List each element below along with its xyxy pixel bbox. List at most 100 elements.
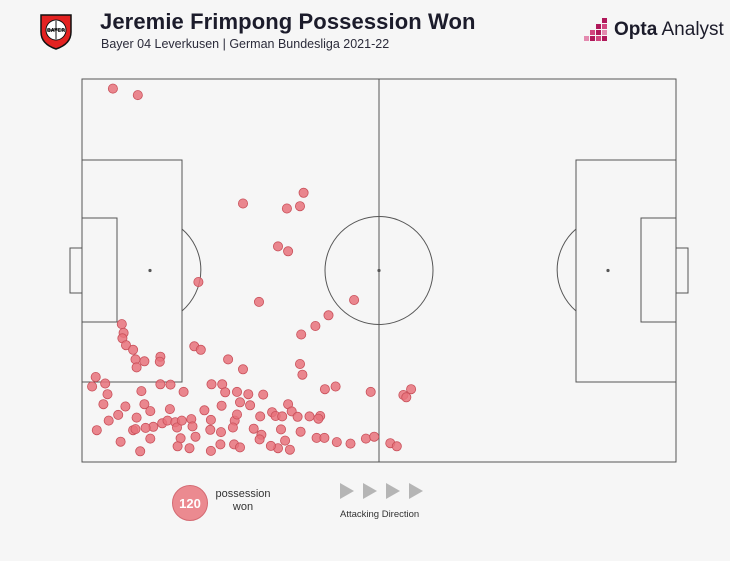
possession-won-point [154,356,165,367]
possession-won-point [406,384,417,395]
possession-won-point [102,389,113,400]
possession-won-point [294,358,305,369]
club-logo: BAYER [40,14,72,50]
possession-won-point [296,329,307,340]
legend-count-badge: 120 [172,485,208,521]
possession-won-point [216,400,227,411]
possession-won-point [313,413,324,424]
possession-won-point [255,411,266,422]
possession-won-point [360,433,371,444]
possession-won-point [345,438,356,449]
right-penalty-area [575,159,677,383]
possession-won-point [231,409,242,420]
possession-won-point [145,433,156,444]
possession-won-point [115,436,126,447]
possession-won-point [295,426,306,437]
possession-won-point [215,439,226,450]
possession-won-point [128,344,139,355]
possession-won-point [298,187,309,198]
left-penalty-spot [148,268,152,273]
possession-won-point [253,296,264,307]
chart-title: Jeremie Frimpong Possession Won [100,9,476,34]
possession-won-point [130,424,141,435]
possession-won-point [131,362,142,373]
right-penalty-spot [606,268,610,273]
possession-won-point [284,444,295,455]
possession-won-point [319,384,330,395]
opta-mark-icon [584,18,607,41]
brand-name-light: Analyst [657,19,724,40]
possession-won-point [227,422,238,433]
brand-name-bold: Opta [614,19,658,40]
possession-won-point [206,379,217,390]
possession-won-point [281,203,292,214]
possession-won-point [369,431,380,442]
centre-spot [377,268,381,273]
possession-won-point [91,425,102,436]
possession-won-point [319,432,330,443]
possession-won-point [98,399,109,410]
possession-won-point [164,404,175,415]
brand-name: Opta Analyst [614,19,724,41]
pitch-markings [69,78,689,463]
possession-won-point [323,310,334,321]
right-six-yard-box [640,217,677,323]
possession-won-point [310,320,321,331]
possession-won-point [121,340,132,351]
possession-won-point [258,389,269,400]
possession-won-point [199,405,210,416]
possession-won-point [401,392,412,403]
possession-won-point [283,246,294,257]
possession-won-point [116,319,127,330]
possession-won-point [190,431,201,442]
left-six-yard-box [81,217,118,323]
possession-won-point [297,369,308,380]
possession-won-point [90,371,101,382]
possession-won-point [100,378,111,389]
possession-won-point [275,424,286,435]
header: BAYER Jeremie Frimpong Possession Won Ba… [0,0,730,60]
possession-won-point [113,409,124,420]
legend-label-line2: won [232,501,254,513]
possession-won-point [292,411,303,422]
possession-won-point [234,397,245,408]
possession-won-point [131,412,142,423]
possession-won-point [331,437,342,448]
possession-won-point [280,435,291,446]
possession-won-point [243,389,254,400]
possession-won-point [132,90,143,101]
possession-won-point [87,381,98,392]
possession-won-point [176,415,187,426]
centre-circle [324,216,434,325]
possession-won-point [294,201,305,212]
possession-won-point [265,440,276,451]
possession-won-point [120,401,131,412]
possession-won-point [139,356,150,367]
possession-won-point [365,386,376,397]
possession-won-point [220,387,231,398]
legend-label-line1: possession [215,488,271,500]
possession-dots [87,83,417,457]
left-goal [69,247,83,294]
attacking-direction-label: Attacking Direction [340,509,420,520]
possession-won-point [245,400,256,411]
attacking-direction-arrows-icon [340,483,423,499]
possession-won-point [136,386,147,397]
possession-won-point [195,344,206,355]
legend-label: possession won [212,488,274,514]
possession-won-point [277,411,288,422]
possession-won-point [171,422,182,433]
possession-won-point [215,427,226,438]
logo-text: BAYER [47,28,65,34]
right-goal [675,247,689,294]
possession-won-point [349,294,360,305]
possession-won-point [330,381,341,392]
possession-won-point [205,424,216,435]
right-penalty-arc [556,228,577,312]
possession-won-point [139,399,150,410]
possession-won-point [165,379,176,390]
possession-won-point [187,421,198,432]
possession-won-point [223,354,234,365]
possession-won-point [193,276,204,287]
